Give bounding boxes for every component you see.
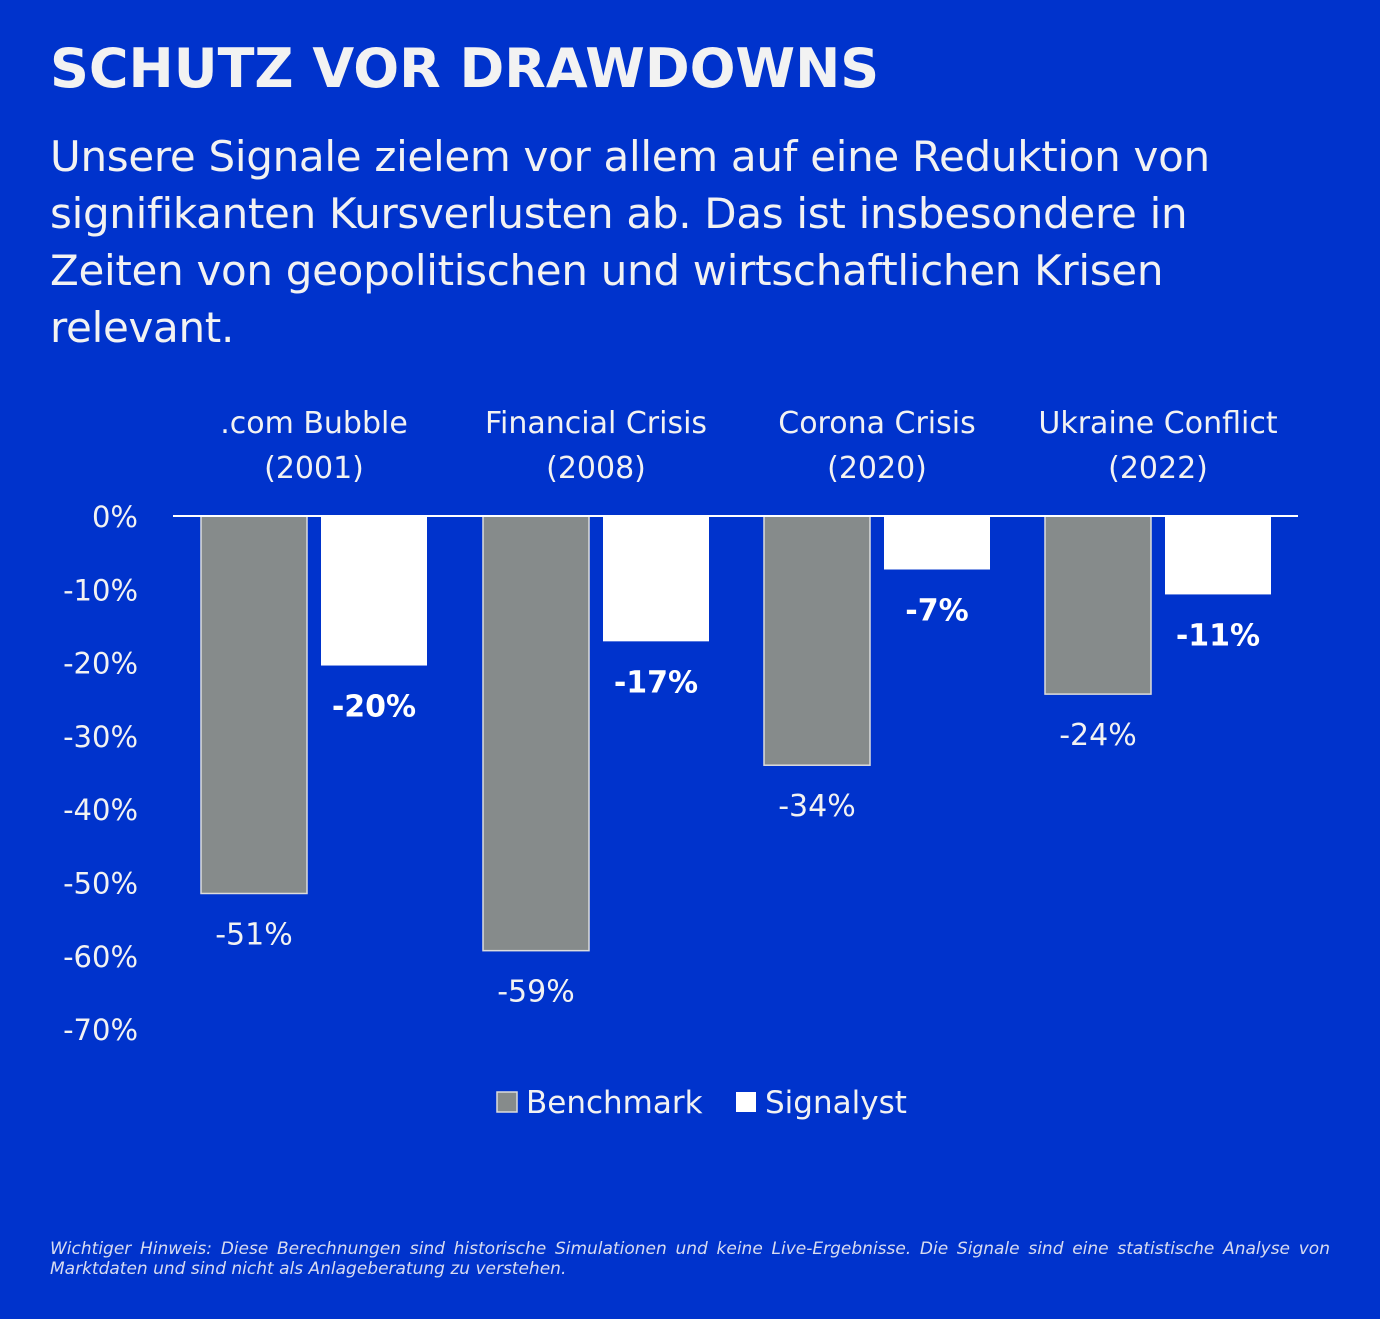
category-label: (2008) <box>546 451 646 486</box>
signalyst-bar <box>1165 516 1271 595</box>
disclaimer-note: Wichtiger Hinweis: Diese Berechnungen si… <box>50 1239 1330 1279</box>
signalyst-value-label: -11% <box>1176 618 1260 653</box>
benchmark-value-label: -51% <box>215 917 293 952</box>
y-tick-label: -30% <box>63 720 138 754</box>
category-label: (2022) <box>1108 451 1208 486</box>
signalyst-value-label: -20% <box>332 690 416 725</box>
y-tick-label: -60% <box>63 940 138 974</box>
benchmark-bar <box>1044 515 1152 695</box>
page-subtitle: Unsere Signale zielem vor allem auf eine… <box>50 132 1210 352</box>
legend-signalyst-swatch <box>736 1092 756 1112</box>
y-tick-label: -20% <box>63 647 138 681</box>
signalyst-value-label: -7% <box>905 594 968 629</box>
category-label: Ukraine Conflict <box>1038 406 1277 441</box>
page-title: SCHUTZ VOR DRAWDOWNS <box>50 37 880 100</box>
y-tick-label: -40% <box>63 793 138 827</box>
signalyst-bar <box>884 516 990 570</box>
benchmark-value-label: -59% <box>497 975 575 1010</box>
signalyst-bar <box>603 516 709 642</box>
benchmark-value-label: -24% <box>1059 718 1137 753</box>
legend-signalyst-label: Signalyst <box>765 1085 907 1121</box>
category-label: Corona Crisis <box>778 406 975 441</box>
category-label: .com Bubble <box>220 406 408 441</box>
legend-benchmark-label: Benchmark <box>526 1085 703 1121</box>
y-tick-label: -10% <box>63 573 138 607</box>
y-tick-label: 0% <box>92 500 138 534</box>
category-label: (2020) <box>827 451 927 486</box>
benchmark-value-label: -34% <box>778 789 856 824</box>
benchmark-bar <box>482 515 590 952</box>
signalyst-value-label: -17% <box>614 665 698 700</box>
legend-benchmark-swatch <box>496 1091 518 1113</box>
benchmark-bar <box>200 515 308 895</box>
signalyst-bar <box>321 516 427 666</box>
y-tick-label: -50% <box>63 867 138 901</box>
benchmark-bar <box>763 515 871 766</box>
category-label: Financial Crisis <box>485 406 707 441</box>
category-label: (2001) <box>264 451 364 486</box>
y-tick-label: -70% <box>63 1013 138 1047</box>
